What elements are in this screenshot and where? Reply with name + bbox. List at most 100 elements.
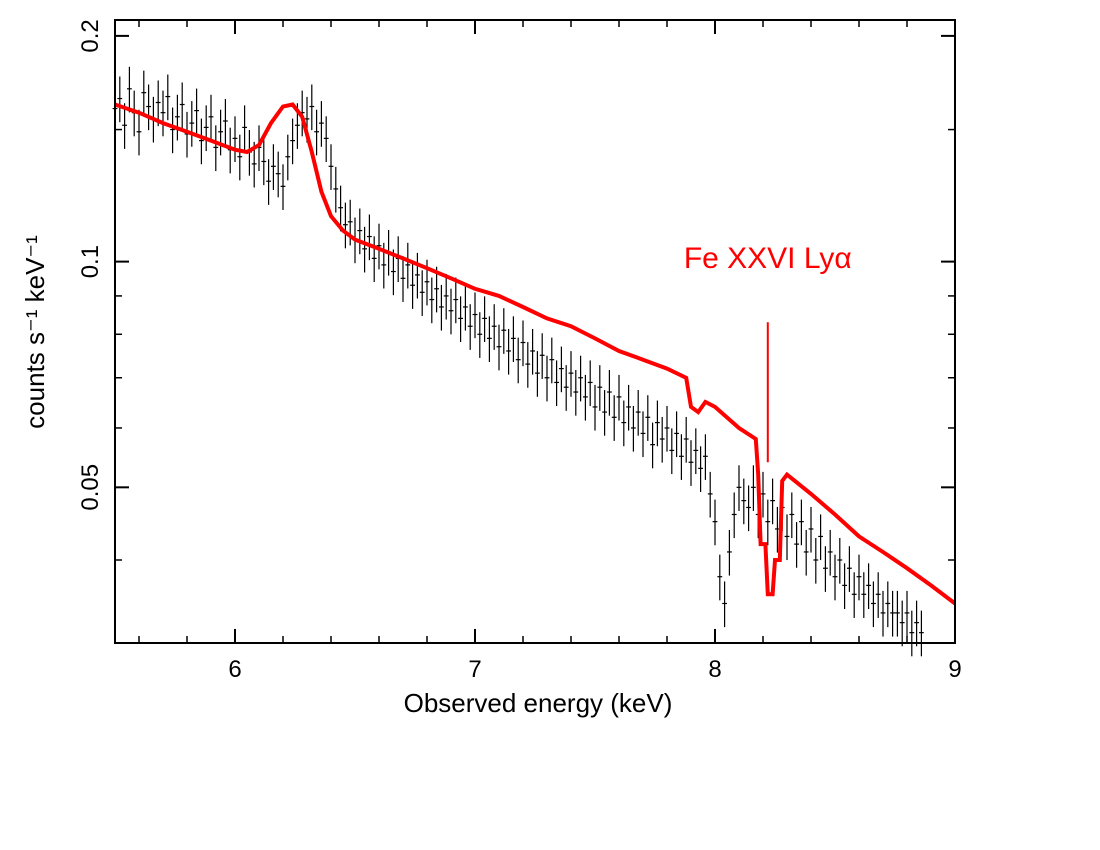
data-point (535, 351, 540, 397)
data-point (271, 144, 276, 190)
data-point (213, 125, 219, 172)
data-point (880, 590, 886, 637)
data-point (597, 365, 603, 411)
data-point (194, 88, 199, 135)
x-axis-title: Observed energy (keV) (404, 688, 673, 718)
data-point (391, 249, 396, 296)
data-point (319, 101, 324, 147)
data-point (338, 185, 343, 232)
data-point (309, 84, 315, 131)
data-point (914, 600, 919, 647)
data-point (477, 312, 483, 358)
data-point (122, 103, 127, 149)
data-point (611, 395, 617, 441)
data-point (909, 610, 915, 657)
data-point (203, 105, 209, 152)
data-point (645, 395, 651, 441)
data-point (290, 118, 295, 165)
data-point (463, 284, 468, 331)
data-point (415, 252, 420, 299)
data-point (587, 360, 593, 407)
data-point (511, 316, 516, 363)
data-point (823, 546, 828, 592)
data-point (784, 514, 790, 561)
data-point (506, 328, 511, 375)
data-point (242, 105, 247, 152)
data-point (563, 365, 569, 411)
data-point (875, 572, 881, 618)
data-point (218, 109, 223, 156)
data-point (659, 416, 665, 463)
data-point (554, 360, 559, 407)
data-point (400, 256, 406, 302)
model-layer (114, 102, 957, 606)
data-point (664, 405, 670, 452)
data-point (520, 320, 526, 367)
data-point (170, 107, 175, 154)
y-tick-label: 0.05 (77, 464, 104, 511)
annotation-label: Fe XXVI Lyα (684, 242, 852, 275)
data-point (405, 242, 411, 289)
data-point (323, 116, 329, 163)
data-point (818, 514, 823, 561)
data-point (487, 316, 492, 363)
data-point (722, 581, 727, 628)
data-point (208, 94, 214, 141)
data-point (357, 208, 363, 255)
data-point (770, 478, 775, 525)
data-point (885, 581, 891, 628)
data-point (280, 164, 286, 210)
data-point (640, 411, 646, 458)
ticks: 6 7 8 9 0.05 0.1 0.2 (77, 19, 962, 683)
data-point (559, 346, 564, 393)
data-point (856, 554, 862, 601)
data-point (837, 537, 843, 584)
data-point (866, 563, 871, 610)
data-point (871, 581, 876, 628)
data-point (237, 134, 243, 181)
data-point (328, 144, 334, 190)
data-point (727, 529, 732, 576)
data-point (189, 101, 195, 147)
data-point (895, 590, 900, 637)
data-point (155, 80, 161, 127)
y-axis-title: counts s⁻¹ keV⁻¹ (20, 235, 50, 429)
data-point (371, 236, 377, 283)
data-point (631, 405, 636, 452)
data-point (496, 324, 502, 371)
data-point (765, 499, 771, 546)
data-point (746, 485, 751, 532)
data-point (626, 384, 631, 431)
data-point (573, 369, 579, 416)
data-point (539, 333, 545, 379)
data-point (275, 151, 281, 198)
data-point (703, 434, 708, 480)
data-point (679, 434, 684, 480)
data-point (266, 159, 271, 205)
data-point (583, 374, 588, 421)
data-point (717, 554, 723, 601)
data-point (616, 374, 622, 421)
x-tick-label: 8 (708, 656, 721, 683)
data-point (803, 529, 809, 576)
data-point (904, 590, 910, 637)
data-point (165, 74, 171, 121)
y-tick-label: 0.1 (77, 245, 104, 278)
data-point (731, 492, 737, 539)
data-layer (112, 66, 924, 657)
data-point (343, 202, 348, 249)
data-point (314, 109, 319, 156)
data-point (621, 400, 627, 447)
data-point (482, 296, 487, 343)
annotation-layer: Fe XXVI Lyα (684, 242, 852, 463)
data-point (175, 94, 180, 141)
data-point (501, 308, 507, 354)
data-point (842, 563, 847, 610)
data-point (789, 492, 795, 539)
data-point (851, 572, 857, 618)
data-point (223, 98, 228, 145)
data-point (827, 529, 833, 576)
data-point (419, 270, 425, 316)
